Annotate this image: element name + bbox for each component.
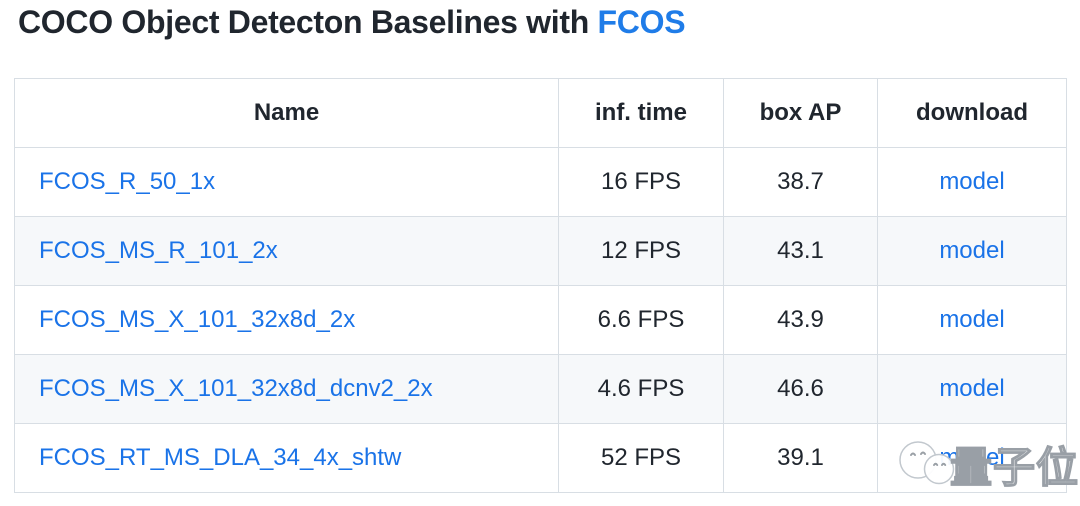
baselines-table: Name inf. time box AP download FCOS_R_50… (14, 78, 1067, 493)
model-name-link[interactable]: FCOS_MS_X_101_32x8d_dcnv2_2x (39, 375, 433, 402)
model-name-link[interactable]: FCOS_MS_R_101_2x (39, 237, 278, 264)
inf-time-value: 52 FPS (558, 423, 724, 493)
table-row: FCOS_RT_MS_DLA_34_4x_shtw 52 FPS 39.1 mo… (14, 423, 1067, 493)
box-ap-value: 39.1 (723, 423, 878, 493)
page-title-text: COCO Object Detecton Baselines with (18, 4, 598, 40)
box-ap-value: 38.7 (723, 147, 878, 217)
box-ap-value: 43.9 (723, 285, 878, 355)
table-row: FCOS_MS_R_101_2x 12 FPS 43.1 model (14, 216, 1067, 286)
page-title: COCO Object Detecton Baselines with FCOS (18, 4, 686, 41)
box-ap-value: 46.6 (723, 354, 878, 424)
model-download-link[interactable]: model (939, 237, 1005, 264)
inf-time-value: 12 FPS (558, 216, 724, 286)
model-name-link[interactable]: FCOS_RT_MS_DLA_34_4x_shtw (39, 444, 402, 471)
column-header-box-ap: box AP (723, 78, 878, 148)
title-fcos-link[interactable]: FCOS (597, 4, 686, 40)
column-header-download: download (877, 78, 1067, 148)
table-row: FCOS_MS_X_101_32x8d_dcnv2_2x 4.6 FPS 46.… (14, 354, 1067, 424)
inf-time-value: 4.6 FPS (558, 354, 724, 424)
column-header-name: Name (14, 78, 559, 148)
model-name-link[interactable]: FCOS_MS_X_101_32x8d_2x (39, 306, 356, 333)
box-ap-value: 43.1 (723, 216, 878, 286)
model-download-link[interactable]: model (939, 168, 1005, 195)
table-row: FCOS_R_50_1x 16 FPS 38.7 model (14, 147, 1067, 217)
table-header-row: Name inf. time box AP download (14, 78, 1067, 148)
model-download-link[interactable]: model (939, 444, 1005, 471)
column-header-inf-time: inf. time (558, 78, 724, 148)
table-row: FCOS_MS_X_101_32x8d_2x 6.6 FPS 43.9 mode… (14, 285, 1067, 355)
inf-time-value: 16 FPS (558, 147, 724, 217)
model-download-link[interactable]: model (939, 306, 1005, 333)
model-download-link[interactable]: model (939, 375, 1005, 402)
model-name-link[interactable]: FCOS_R_50_1x (39, 168, 216, 195)
inf-time-value: 6.6 FPS (558, 285, 724, 355)
